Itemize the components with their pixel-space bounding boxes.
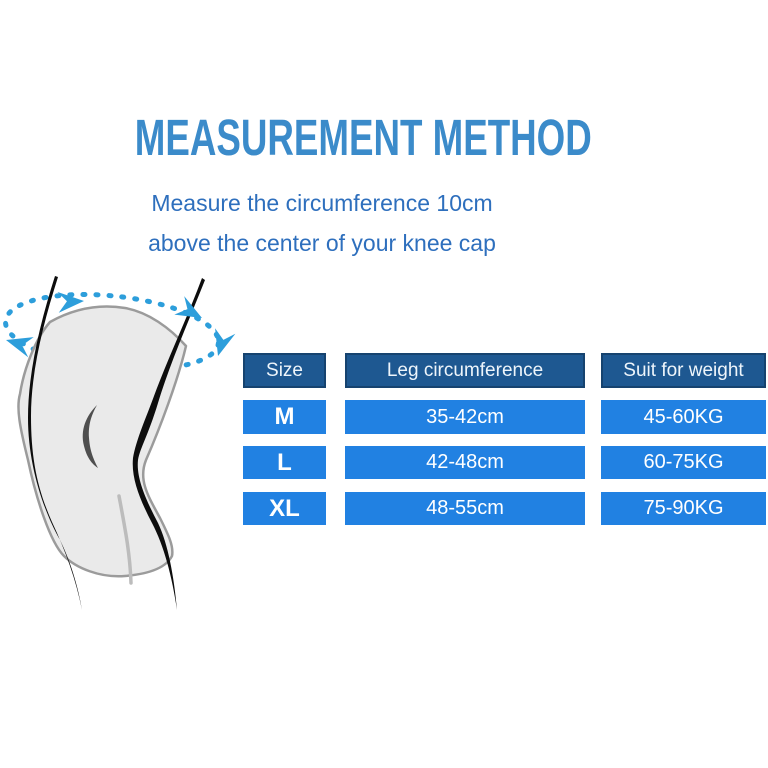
table-row-l-leg-circumference: 42-48cm (345, 446, 585, 479)
arrow-top (57, 291, 84, 313)
size-table-header-weight: Suit for weight (601, 353, 766, 388)
table-row-xl-size: XL (243, 492, 326, 525)
table-row-l-weight: 60-75KG (601, 446, 766, 479)
knee-sleeve-illustration (0, 268, 240, 620)
instruction-line-2: above the center of your knee cap (148, 230, 496, 256)
measurement-instructions: Measure the circumference 10cm above the… (62, 183, 582, 263)
arrow-right-upper (174, 296, 202, 318)
knee-sleeve-shape (17, 305, 188, 578)
page-title: MEASUREMENT METHOD (134, 109, 592, 166)
knee-diagram-svg (3, 276, 236, 610)
table-row-m-leg-circumference: 35-42cm (345, 400, 585, 434)
knee-crease (82, 405, 98, 468)
size-table-header-size: Size (243, 353, 326, 388)
instruction-line-1: Measure the circumference 10cm (151, 190, 493, 216)
table-row-xl-weight: 75-90KG (601, 492, 766, 525)
measure-arrowheads (6, 291, 236, 358)
arrow-left (6, 337, 34, 358)
table-row-m-size: M (243, 400, 326, 434)
shin-highlight-line (117, 494, 133, 585)
table-row-xl-leg-circumference: 48-55cm (345, 492, 585, 525)
table-row-l-size: L (243, 446, 326, 479)
size-table-header-leg-circumference: Leg circumference (345, 353, 585, 388)
table-row-m-weight: 45-60KG (601, 400, 766, 434)
arrow-right-lower (215, 328, 236, 356)
